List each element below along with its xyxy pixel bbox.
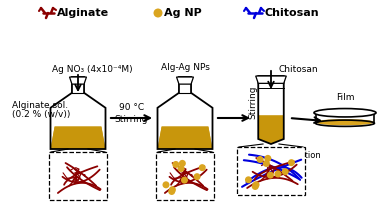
Polygon shape xyxy=(158,127,212,149)
Circle shape xyxy=(169,186,176,193)
Circle shape xyxy=(263,160,270,167)
Ellipse shape xyxy=(314,109,376,117)
Polygon shape xyxy=(69,77,87,84)
Circle shape xyxy=(288,159,295,166)
Text: PEC formation: PEC formation xyxy=(261,151,321,160)
Text: Chitosan: Chitosan xyxy=(279,66,319,75)
Polygon shape xyxy=(51,127,105,149)
Bar xyxy=(156,152,214,200)
Text: Stirring: Stirring xyxy=(249,85,258,119)
Polygon shape xyxy=(158,77,212,149)
Polygon shape xyxy=(51,127,105,149)
Polygon shape xyxy=(51,77,105,149)
Text: 90 °C: 90 °C xyxy=(119,104,144,113)
Polygon shape xyxy=(258,116,284,144)
Circle shape xyxy=(178,165,185,172)
Circle shape xyxy=(245,176,252,183)
Bar xyxy=(237,147,305,195)
Circle shape xyxy=(162,181,169,188)
Text: Ag NP: Ag NP xyxy=(164,8,202,18)
Text: Alg-Ag NPs: Alg-Ag NPs xyxy=(161,63,209,72)
Polygon shape xyxy=(158,127,212,149)
Ellipse shape xyxy=(316,119,374,125)
Text: Ag NO₃ (4x10⁻⁴M): Ag NO₃ (4x10⁻⁴M) xyxy=(52,64,132,74)
Circle shape xyxy=(154,8,163,17)
Circle shape xyxy=(181,177,188,184)
Polygon shape xyxy=(258,116,284,144)
Circle shape xyxy=(199,164,206,171)
Circle shape xyxy=(257,156,263,163)
Text: Film: Film xyxy=(336,93,354,102)
Circle shape xyxy=(282,168,289,175)
Polygon shape xyxy=(176,77,194,84)
Circle shape xyxy=(179,160,186,167)
Polygon shape xyxy=(256,76,286,83)
Circle shape xyxy=(172,161,179,168)
Text: Stirring: Stirring xyxy=(115,116,148,125)
Circle shape xyxy=(194,173,201,180)
Circle shape xyxy=(264,155,271,162)
Polygon shape xyxy=(258,76,284,144)
Circle shape xyxy=(274,171,281,177)
Circle shape xyxy=(252,183,259,190)
Text: Alginate: Alginate xyxy=(57,8,109,18)
Circle shape xyxy=(267,172,274,179)
Text: Alginate sol.: Alginate sol. xyxy=(12,101,68,109)
Circle shape xyxy=(252,181,260,188)
Text: (0.2 % (w/v)): (0.2 % (w/v)) xyxy=(12,110,71,119)
Circle shape xyxy=(168,188,175,195)
Text: Chitosan: Chitosan xyxy=(265,8,319,18)
Bar xyxy=(49,152,107,200)
